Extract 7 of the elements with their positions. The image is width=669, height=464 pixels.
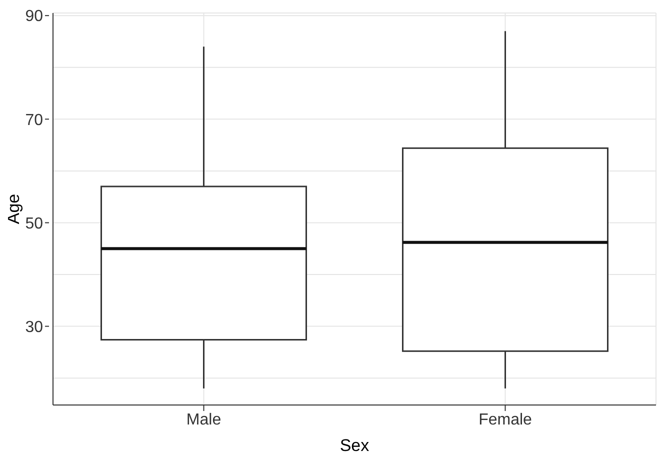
y-tick-label: 70 [25, 112, 44, 129]
x-axis-title: Sex [340, 436, 370, 455]
x-tick-label: Male [186, 411, 222, 428]
y-tick-label: 30 [25, 318, 44, 336]
y-tick-label: 50 [25, 215, 44, 232]
x-tick-label: Female [478, 411, 532, 428]
y-tick-label: 90 [25, 8, 44, 26]
